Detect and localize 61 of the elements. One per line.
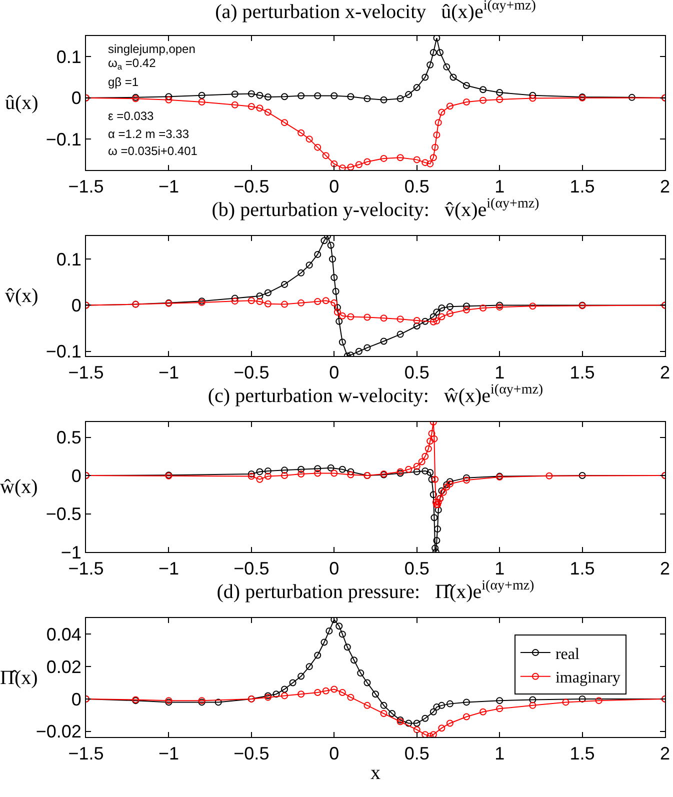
x-tick-label: 0	[329, 362, 340, 383]
x-tick-label: 1	[494, 176, 505, 197]
y-tick-label: 0.1	[56, 249, 82, 270]
chart-title: (b) perturbation y-velocity: v̂(x)e$^{i(αy+mz)}$	[212, 196, 540, 221]
x-tick-label: −1.5	[68, 176, 104, 197]
annotation: ω =0.035i+0.401	[108, 144, 198, 158]
annotation: ω$_{a}$ =0.42	[108, 56, 156, 72]
x-tick-label: 0.5	[404, 362, 430, 383]
x-tick-label: 1.5	[570, 362, 595, 383]
x-tick-label: 0.5	[404, 744, 430, 764]
legend-label: imaginary	[555, 670, 620, 687]
x-tick-label: −1	[158, 558, 179, 579]
y-tick-label: 0	[71, 466, 82, 486]
x-tick-label: 0	[329, 558, 340, 579]
x-tick-label: −0.5	[234, 176, 270, 197]
x-tick-label: 1	[494, 558, 505, 579]
y-tick-label: 0.04	[46, 624, 82, 644]
y-tick-label: −0.1	[46, 342, 82, 362]
x-tick-label: 2	[660, 362, 670, 383]
x-tick-label: −0.5	[234, 362, 270, 383]
y-tick-label: 0.5	[56, 428, 82, 448]
legend-label: real	[555, 646, 580, 663]
x-tick-label: −0.5	[234, 744, 270, 764]
chart-title: (d) perturbation pressure: Π̂(x)e$^{i(αy+mz)}$	[216, 578, 535, 603]
y-tick-label: 0	[71, 296, 82, 316]
y-tick-label: 0.1	[56, 46, 82, 67]
x-tick-label: 0	[329, 176, 340, 197]
y-tick-label: 0.02	[46, 656, 82, 677]
y-tick-label: 0	[71, 689, 82, 710]
x-tick-label: 1.5	[570, 176, 595, 197]
y-tick-label: −0.02	[36, 722, 82, 742]
x-tick-label: −1	[158, 744, 179, 764]
x-tick-label: 2	[660, 558, 670, 579]
x-tick-label: 1	[494, 362, 505, 383]
x-axis-title: x	[370, 762, 380, 784]
y-tick-label: 0	[71, 88, 82, 108]
y-axis-title: Π̂(x)	[0, 667, 38, 689]
y-tick-label: −0.5	[46, 504, 82, 524]
x-tick-label: 0.5	[404, 558, 430, 579]
chart-title: (c) perturbation w-velocity: ŵ(x)e$^{i(αy+mz)}$	[208, 382, 544, 407]
x-tick-label: 1.5	[570, 744, 595, 764]
chart-title: (a) perturbation x-velocity û(x)e$^{i(αy+mz)}$	[215, 0, 536, 23]
x-tick-label: 2	[660, 176, 670, 197]
x-tick-label: 2	[660, 744, 670, 764]
annotation: α =1.2 m =3.33	[108, 127, 190, 141]
x-tick-label: −1	[158, 362, 179, 383]
y-axis-title: v̂(x)	[5, 285, 38, 307]
x-tick-label: 0	[329, 744, 340, 764]
x-tick-label: −1.5	[68, 744, 104, 764]
y-tick-label: −0.1	[46, 129, 82, 150]
y-axis-title: û(x)	[5, 92, 38, 114]
x-tick-label: −0.5	[234, 558, 270, 579]
x-tick-label: 0.5	[404, 176, 430, 197]
x-tick-label: −1.5	[68, 362, 104, 383]
y-axis-title: ŵ(x)	[0, 476, 38, 498]
x-tick-label: −1	[158, 176, 179, 197]
x-tick-label: 1	[494, 744, 505, 764]
annotation: ε =0.033	[108, 109, 154, 123]
x-tick-label: 1.5	[570, 558, 595, 579]
annotation: singlejump,open	[108, 42, 196, 56]
annotation: gβ =1	[108, 75, 139, 89]
